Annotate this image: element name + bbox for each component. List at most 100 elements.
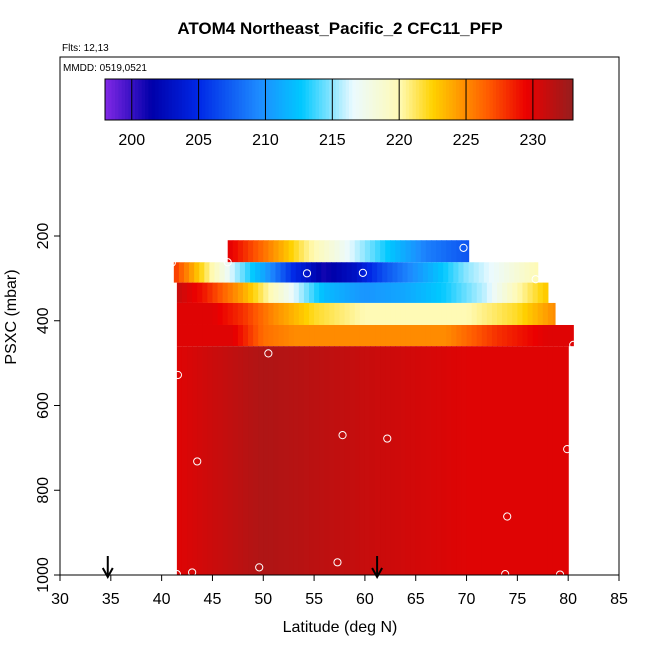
colorbar-cell xyxy=(302,79,307,120)
heatmap-cell xyxy=(502,346,508,575)
heatmap-cell xyxy=(385,282,391,303)
heatmap-cell xyxy=(234,262,241,283)
heatmap-cell xyxy=(293,302,300,325)
colorbar-cell xyxy=(452,79,457,120)
heatmap-cell xyxy=(385,240,391,263)
colorbar-cell xyxy=(372,79,377,120)
heatmap-cell xyxy=(324,240,330,263)
colorbar-cell xyxy=(445,79,450,120)
heatmap-cell xyxy=(237,302,244,325)
heatmap-cell xyxy=(351,262,358,283)
heatmap-cell xyxy=(512,346,518,575)
heatmap-cell xyxy=(512,302,518,325)
heatmap-cell xyxy=(425,346,432,575)
heatmap-cell xyxy=(176,324,183,347)
heatmap-cell xyxy=(537,346,544,575)
heatmap-cell xyxy=(273,324,280,347)
heatmap-cell xyxy=(202,282,208,303)
heatmap-cell xyxy=(461,324,468,347)
heatmap-cell xyxy=(354,324,361,347)
heatmap-cell xyxy=(349,302,356,325)
colorbar-cell xyxy=(472,79,477,120)
heatmap-cell xyxy=(441,282,447,303)
heatmap-cell xyxy=(522,282,529,303)
heatmap-cell xyxy=(344,302,351,325)
colorbar-cell xyxy=(559,79,564,120)
heatmap-cell xyxy=(507,302,513,325)
colorbar-cell xyxy=(125,79,129,120)
arrow-markers xyxy=(101,556,383,580)
heatmap-cell xyxy=(446,282,452,303)
heatmap-cell xyxy=(248,346,254,575)
heatmap-cell xyxy=(293,324,300,347)
heatmap-cell xyxy=(336,262,343,283)
heatmap-cell xyxy=(415,240,422,263)
heatmap-cell xyxy=(288,240,295,263)
heatmap-cell xyxy=(255,262,261,283)
heatmap-cell xyxy=(189,262,195,283)
colorbar-cell xyxy=(496,79,500,120)
colorbar-cell xyxy=(439,79,444,120)
x-tick-label: 45 xyxy=(204,591,222,608)
heatmap-cell xyxy=(298,282,305,303)
colorbar-cell xyxy=(285,79,290,120)
heatmap-cell xyxy=(390,302,396,325)
heatmap-cell xyxy=(232,346,239,575)
flights-subtitle: Flts: 12,13 xyxy=(62,43,109,54)
heatmap-cell xyxy=(278,346,285,575)
x-tick-label: 75 xyxy=(508,591,526,608)
sample-point xyxy=(338,431,347,440)
y-axis: 200 400 600 800 1000 xyxy=(35,223,60,593)
heatmap-cell xyxy=(232,282,239,303)
heatmap-cell xyxy=(273,346,280,575)
heatmap-cell xyxy=(331,262,338,283)
heatmap-cell xyxy=(400,302,407,325)
colorbar-tick-label: 225 xyxy=(453,132,480,149)
colorbar-cell xyxy=(292,79,297,120)
heatmap-cell xyxy=(178,262,185,283)
heatmap-cell xyxy=(248,282,254,303)
heatmap-cell xyxy=(425,240,432,263)
colorbar-cell xyxy=(482,79,487,120)
colorbar-cell xyxy=(232,79,236,120)
down-arrow-icon xyxy=(371,556,383,580)
heatmap-cell xyxy=(224,262,231,283)
heatmap-cell xyxy=(303,282,310,303)
heatmap-cell xyxy=(364,282,371,303)
heatmap-cell xyxy=(395,240,402,263)
colorbar-cell xyxy=(469,79,474,120)
heatmap-cell xyxy=(382,262,388,283)
heatmap-cell xyxy=(309,302,315,325)
heatmap-cell xyxy=(476,302,483,325)
heatmap-cell xyxy=(359,240,366,263)
colorbar-cell xyxy=(145,79,149,120)
colorbar-cell xyxy=(165,79,170,120)
colorbar-cell xyxy=(298,79,303,120)
colorbar-cell xyxy=(178,79,183,120)
heatmap-cell xyxy=(522,346,529,575)
heatmap-cell xyxy=(283,302,290,325)
heatmap-cell xyxy=(415,346,422,575)
heatmap-cell xyxy=(197,346,203,575)
heatmap-cell xyxy=(529,262,536,283)
heatmap-cell xyxy=(309,346,315,575)
colorbar-cell xyxy=(529,79,534,120)
heatmap-cell xyxy=(463,262,470,283)
heatmap-cell xyxy=(227,302,234,325)
heatmap-cell xyxy=(542,324,549,347)
colorbar-cell xyxy=(412,79,417,120)
heatmap-cell xyxy=(293,346,300,575)
heatmap-cell xyxy=(258,324,264,347)
heatmap-cell xyxy=(199,262,205,283)
colorbar-cell xyxy=(171,79,176,120)
heatmap-cell xyxy=(488,262,495,283)
heatmap-cell xyxy=(547,324,554,347)
heatmap-cell xyxy=(436,282,442,303)
heatmap-cell xyxy=(298,302,305,325)
heatmap-cell xyxy=(298,346,305,575)
heatmap-cell xyxy=(542,346,549,575)
heatmap-cell xyxy=(527,302,534,325)
colorbar-cell xyxy=(188,79,193,120)
colorbar-cell xyxy=(349,79,353,120)
heatmap-cell xyxy=(239,262,246,283)
